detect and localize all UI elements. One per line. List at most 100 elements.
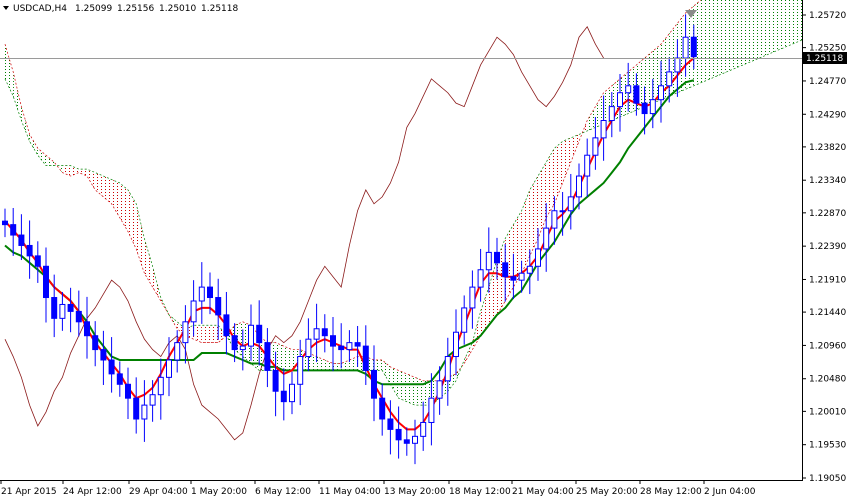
price-candle[interactable]	[567, 173, 574, 230]
price-candle[interactable]	[166, 337, 172, 397]
price-candle[interactable]	[584, 138, 591, 197]
price-candle[interactable]	[125, 367, 131, 419]
price-candle[interactable]	[633, 73, 640, 116]
price-candle[interactable]	[26, 220, 33, 279]
price-candle[interactable]	[18, 214, 25, 261]
kumo-cloud-segment	[160, 297, 169, 315]
price-candle[interactable]	[518, 260, 525, 293]
price-candle[interactable]	[658, 60, 664, 123]
chevron-down-icon[interactable]	[3, 6, 9, 10]
price-candle[interactable]	[469, 270, 476, 329]
price-candle[interactable]	[59, 291, 66, 331]
kumo-cloud-segment	[595, 92, 604, 128]
price-candle[interactable]	[600, 95, 607, 161]
price-candle[interactable]	[141, 380, 148, 442]
price-tick-label: 1.21910	[809, 275, 846, 285]
price-candle[interactable]	[100, 330, 107, 385]
price-candle[interactable]	[641, 86, 648, 135]
price-candle[interactable]	[280, 368, 287, 421]
price-candle[interactable]	[84, 296, 90, 359]
price-candle[interactable]	[592, 117, 599, 170]
price-candle[interactable]	[338, 323, 345, 369]
price-candle[interactable]	[2, 208, 8, 238]
shift-marker-icon[interactable]	[685, 10, 697, 18]
price-candle[interactable]	[494, 237, 500, 280]
price-candle[interactable]	[444, 337, 451, 406]
price-candle[interactable]	[617, 74, 623, 132]
price-candle[interactable]	[92, 321, 99, 367]
price-candle[interactable]	[461, 295, 468, 345]
price-candle[interactable]	[436, 366, 443, 415]
kumo-cloud-segment	[37, 148, 46, 166]
kumo-cloud-segment	[95, 172, 104, 197]
price-candle[interactable]	[690, 24, 697, 70]
price-tick-label: 1.20480	[809, 375, 846, 385]
kumo-cloud-segment	[710, 0, 719, 79]
price-candle[interactable]	[182, 305, 189, 364]
price-candle[interactable]	[502, 244, 509, 302]
price-candle[interactable]	[559, 192, 566, 236]
price-candle[interactable]	[207, 272, 213, 315]
price-candle[interactable]	[272, 351, 279, 417]
price-candle[interactable]	[543, 203, 550, 272]
price-candle[interactable]	[666, 57, 673, 103]
price-candle[interactable]	[34, 241, 41, 283]
price-candle[interactable]	[346, 330, 353, 363]
price-candle[interactable]	[223, 291, 230, 355]
price-candle[interactable]	[649, 78, 656, 129]
price-candle[interactable]	[231, 323, 238, 363]
kumo-cloud-segment	[382, 359, 391, 385]
price-candle[interactable]	[256, 300, 263, 366]
price-candle[interactable]	[412, 419, 418, 465]
price-candle[interactable]	[248, 304, 254, 361]
price-candle[interactable]	[264, 328, 271, 388]
price-candle[interactable]	[428, 373, 435, 446]
price-candle[interactable]	[116, 361, 123, 397]
price-candle[interactable]	[305, 318, 312, 372]
price-candle[interactable]	[215, 278, 222, 340]
price-candle[interactable]	[576, 163, 582, 210]
price-tick-label: 1.20010	[809, 407, 846, 417]
price-candle[interactable]	[485, 227, 492, 293]
price-candle[interactable]	[330, 316, 336, 372]
price-candle[interactable]	[43, 247, 49, 323]
price-candle[interactable]	[535, 228, 541, 281]
price-candle[interactable]	[453, 309, 459, 376]
price-candle[interactable]	[174, 330, 181, 373]
price-candle[interactable]	[354, 325, 361, 367]
price-candle[interactable]	[198, 262, 205, 324]
price-candle[interactable]	[379, 383, 386, 436]
price-candle[interactable]	[51, 274, 58, 338]
price-candle[interactable]	[551, 196, 558, 245]
price-candle[interactable]	[371, 345, 377, 422]
price-candle[interactable]	[477, 248, 484, 302]
price-candle[interactable]	[239, 329, 246, 371]
price-candle[interactable]	[10, 207, 17, 256]
price-candle[interactable]	[108, 337, 115, 393]
price-candle[interactable]	[297, 339, 304, 406]
open-value: 1.25099	[75, 4, 112, 14]
time-tick-label: 24 Apr 12:00	[63, 487, 122, 497]
price-candle[interactable]	[526, 249, 533, 295]
price-candle[interactable]	[321, 314, 328, 353]
price-candle[interactable]	[157, 358, 164, 420]
price-candle[interactable]	[75, 290, 82, 337]
price-candle[interactable]	[133, 377, 140, 434]
kumo-cloud-segment	[103, 176, 112, 204]
price-candle[interactable]	[67, 287, 74, 333]
time-tick-label: 13 May 20:00	[384, 487, 446, 497]
price-candle[interactable]	[387, 400, 394, 455]
price-candle[interactable]	[149, 380, 156, 422]
price-candle[interactable]	[420, 401, 427, 451]
price-candle[interactable]	[289, 371, 295, 415]
price-candle[interactable]	[362, 325, 369, 385]
price-candle[interactable]	[510, 253, 517, 299]
price-candle[interactable]	[403, 427, 410, 456]
time-tick-label: 1 May 20:00	[191, 487, 247, 497]
price-candle[interactable]	[395, 406, 402, 459]
price-candle[interactable]	[608, 92, 615, 138]
price-candle[interactable]	[190, 280, 197, 337]
price-candle[interactable]	[313, 303, 320, 363]
price-candle[interactable]	[625, 62, 632, 112]
